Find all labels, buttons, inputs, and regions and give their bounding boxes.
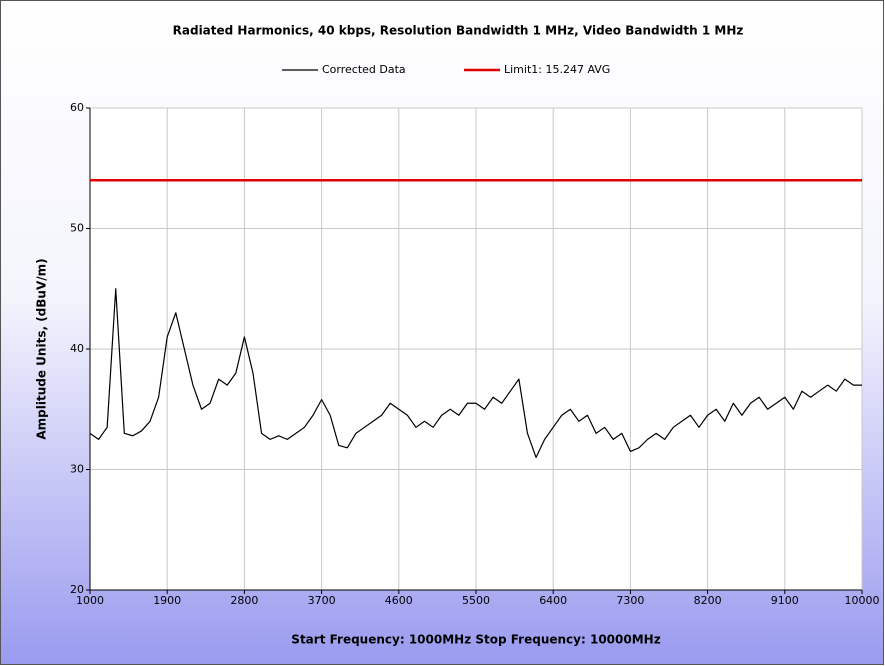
x-tick-label: 1900: [153, 594, 181, 607]
x-tick-label: 1000: [76, 594, 104, 607]
y-tick-label: 40: [70, 342, 84, 355]
x-tick-label: 2800: [230, 594, 258, 607]
x-tick-label: 3700: [308, 594, 336, 607]
chart-title: Radiated Harmonics, 40 kbps, Resolution …: [173, 24, 744, 38]
x-tick-label: 5500: [462, 594, 490, 607]
y-tick-label: 60: [70, 101, 84, 114]
x-tick-label: 6400: [539, 594, 567, 607]
y-tick-label: 30: [70, 463, 84, 476]
x-tick-label: 7300: [616, 594, 644, 607]
x-tick-label: 9100: [771, 594, 799, 607]
data-line: [89, 288, 862, 459]
y-tick-label: 50: [70, 222, 84, 235]
x-axis-label: Start Frequency: 1000MHz Stop Frequency:…: [291, 633, 660, 647]
x-tick-label: 4600: [385, 594, 413, 607]
x-tick-label: 8200: [694, 594, 722, 607]
legend-label: Limit1: 15.247 AVG: [504, 63, 610, 76]
y-axis-label: Amplitude Units, (dBuV/m): [35, 258, 49, 439]
y-tick-label: 20: [70, 583, 84, 596]
x-tick-label: 10000: [845, 594, 880, 607]
legend-label: Corrected Data: [322, 63, 406, 76]
